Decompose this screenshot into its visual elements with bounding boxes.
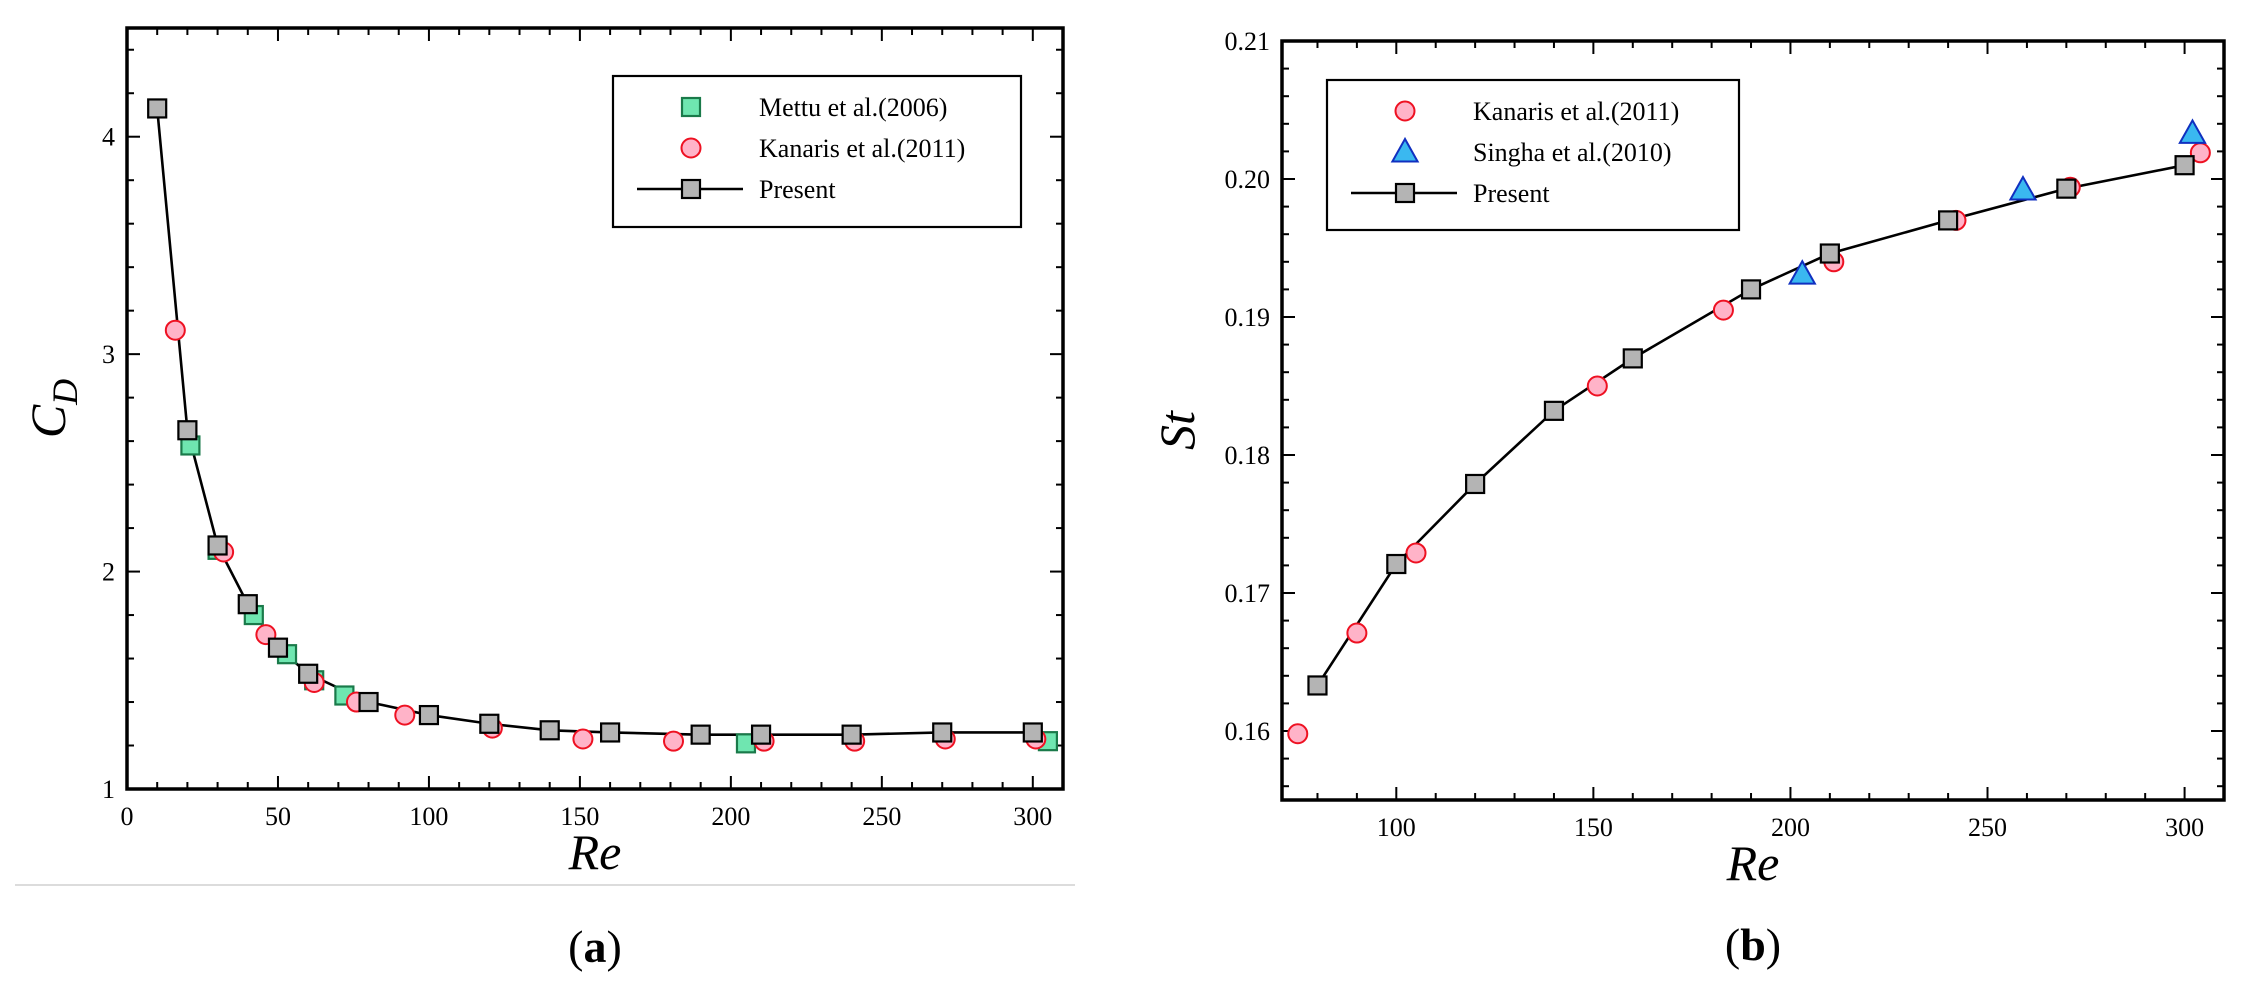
chart-b-x-tick-label: 250: [1968, 813, 2007, 842]
chart-a-present-point: [599, 722, 621, 743]
chart-b-y-tick-label: 0.20: [1225, 165, 1271, 194]
chart-b-present-point: [1938, 210, 1959, 231]
chart-a-caption-letter: a: [584, 921, 607, 972]
chart-b-x-tick-label: 100: [1377, 813, 1416, 842]
chart-b-legend-marker: [1394, 100, 1416, 122]
chart-b-present-point: [2174, 155, 2195, 176]
chart-b-kanaris-point: [1405, 542, 1427, 564]
chart-b-caption: (b): [1725, 919, 1781, 970]
chart-a-present-point: [177, 420, 198, 441]
chart-b-singha-point: [2178, 118, 2207, 144]
chart-b-present-point: [1740, 279, 1762, 300]
chart-b-present-line: [1316, 163, 2185, 687]
chart-a-present-point: [237, 594, 258, 615]
chart-a-present-point: [358, 691, 379, 713]
chart-b-kanaris-point: [1346, 622, 1368, 644]
chart-a-x-tick-label: 300: [1013, 802, 1052, 831]
chart-b-frame: [1280, 39, 2226, 802]
chart-b-present-point: [1543, 400, 1565, 421]
chart-a-present-point: [267, 637, 289, 658]
chart-b-y-tick-label: 0.16: [1225, 717, 1271, 746]
chart-a-caption-open: (: [568, 921, 583, 972]
chart-b-present-point: [1465, 473, 1486, 495]
chart-b-y-tick-label: 0.19: [1225, 303, 1271, 332]
chart-b-kanaris-point: [1586, 375, 1608, 397]
chart-b-kanaris-point: [1287, 723, 1309, 745]
chart-a-y-axis-label-sub: D: [45, 379, 85, 406]
chart-b-y-tick-label: 0.18: [1225, 441, 1271, 470]
chart-b-legend: Kanaris et al.(2011) Singha et al.(2010) P…: [1325, 78, 1741, 232]
chart-a-kanaris-point: [663, 730, 685, 752]
chart-b-present-point: [1386, 553, 1407, 575]
chart-a-present-point: [298, 663, 319, 684]
chart-b-present-point: [1819, 243, 1840, 264]
chart-a-present-point: [750, 724, 772, 745]
chart-a-legend-label: Kanaris et al.(2011): [759, 134, 965, 163]
chart-a-present-point: [147, 98, 168, 119]
chart-b-x-tick-label: 300: [2165, 813, 2204, 842]
chart-a-present-point: [418, 704, 440, 726]
chart-a-y-axis-label-main: C: [20, 404, 76, 438]
chart-b-singha-point: [1787, 259, 1817, 285]
chart-b-x-tick-label: 150: [1574, 813, 1613, 842]
chart-b-y-tick-label: 0.21: [1225, 27, 1271, 56]
chart-a-x-tick-label: 50: [265, 802, 291, 831]
chart-b-y-axis-label: St: [1149, 410, 1205, 450]
chart-a-legend-label: Present: [759, 175, 836, 204]
chart-b-present-point: [1307, 675, 1328, 696]
chart-a-y-tick-label: 3: [102, 340, 115, 369]
chart-b-caption-letter: b: [1740, 919, 1766, 970]
chart-a-x-tick-label: 150: [560, 802, 599, 831]
chart-a-legend-marker: [680, 96, 702, 118]
chart-b-caption-close: ): [1766, 919, 1781, 970]
chart-b-x-tick-label: 200: [1771, 813, 1810, 842]
chart-a-y-tick-label: 2: [102, 558, 115, 587]
chart-a-caption: (a): [568, 921, 622, 972]
chart-a-legend: Mettu et al.(2006) Kanaris et al.(2011) Pr…: [611, 74, 1023, 229]
chart-a-present-point: [841, 724, 862, 745]
chart-a-x-tick-label: 250: [862, 802, 901, 831]
chart-b-present-point: [2056, 178, 2077, 199]
chart-a-y-tick-label: 1: [102, 775, 115, 804]
chart-a-present-line: [155, 108, 1033, 736]
chart-a-legend-label: Mettu et al.(2006): [759, 93, 947, 122]
chart-a-present-point: [932, 722, 953, 743]
chart-b-present-point: [1622, 348, 1643, 369]
chart-a-kanaris-point: [164, 319, 186, 341]
chart-b-legend-label: Kanaris et al.(2011): [1473, 97, 1679, 126]
chart-b-x-axis-label: Re: [1726, 835, 1780, 891]
chart-b-legend-label: Singha et al.(2010): [1473, 138, 1672, 167]
chart-a: 0 50 100 150 200 250 300 1 2 3 4 Re CD Mettu et al.(2…: [20, 26, 1065, 972]
chart-a-frame: [125, 26, 1065, 791]
chart-a-present-point: [1022, 722, 1043, 743]
chart-b-y-tick-label: 0.17: [1225, 579, 1271, 608]
chart-b-kanaris-point: [1712, 299, 1734, 321]
chart-a-caption-close: ): [607, 921, 622, 972]
chart-a-x-axis-label: Re: [568, 824, 622, 880]
chart-a-x-tick-label: 0: [121, 802, 134, 831]
chart-a-present-point: [479, 713, 500, 734]
chart-a-legend-marker: [680, 178, 702, 200]
chart-a-present-point: [690, 724, 711, 745]
chart-b-legend-marker: [1394, 182, 1416, 204]
chart-a-kanaris-point: [572, 728, 594, 750]
chart-a-present-point: [207, 535, 228, 556]
chart-b-legend-label: Present: [1473, 179, 1550, 208]
chart-a-x-tick-label: 100: [409, 802, 448, 831]
chart-a-legend-marker: [680, 137, 702, 159]
chart-a-kanaris-point: [394, 704, 416, 726]
chart-a-y-axis-label: CD: [20, 379, 85, 438]
chart-a-x-tick-label: 200: [711, 802, 750, 831]
chart-a-present-point: [539, 720, 560, 741]
chart-a-y-tick-label: 4: [102, 123, 115, 152]
chart-b-legend-marker: [1390, 136, 1420, 163]
chart-b: 100 150 200 250 300 0.16 0.17 0.18 0.19 0.20 0.21 R…: [1149, 27, 2226, 970]
chart-b-singha-point: [2008, 174, 2038, 201]
chart-b-caption-open: (: [1725, 919, 1740, 970]
